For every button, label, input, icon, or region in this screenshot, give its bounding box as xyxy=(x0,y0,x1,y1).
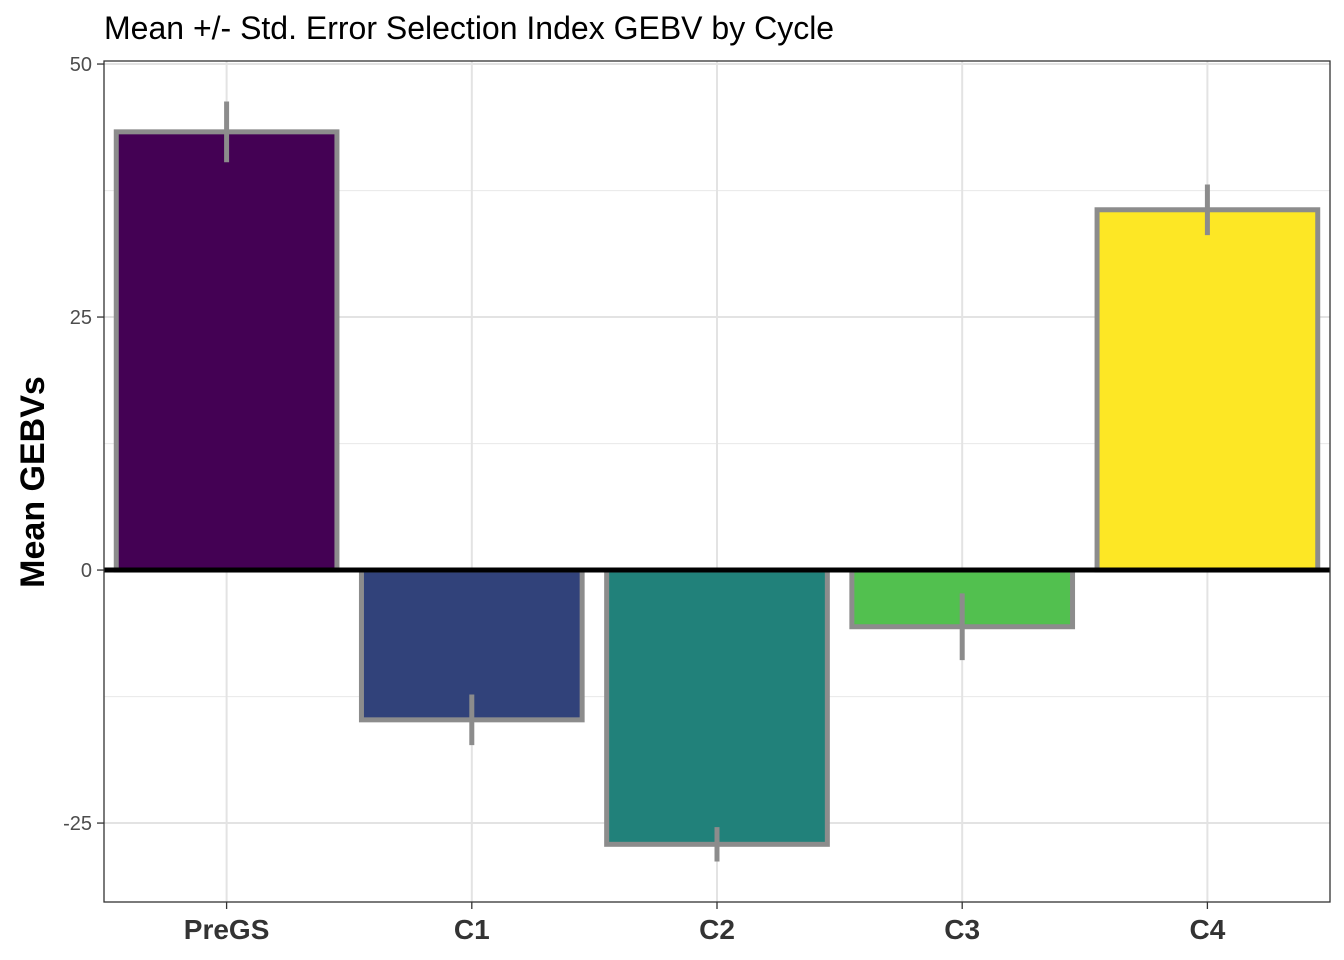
y-tick-label: 25 xyxy=(70,307,92,329)
bar-c2 xyxy=(604,567,830,847)
bar-pregs xyxy=(113,129,340,573)
x-tick-label: C4 xyxy=(1190,914,1226,945)
bars xyxy=(113,129,1321,847)
y-tick-label: 50 xyxy=(70,54,92,76)
error-bars xyxy=(224,101,1210,862)
x-tick-label: C3 xyxy=(944,914,980,945)
chart-title: Mean +/- Std. Error Selection Index GEBV… xyxy=(104,10,834,46)
y-axis: -25 0 25 50 xyxy=(63,54,104,835)
x-tick-label: PreGS xyxy=(184,914,270,945)
x-axis: PreGS C1 C2 C3 C4 xyxy=(184,902,1226,945)
y-tick-label: 0 xyxy=(81,560,92,582)
x-tick-label: C1 xyxy=(454,914,490,945)
x-tick-label: C2 xyxy=(699,914,735,945)
bar-c4 xyxy=(1094,207,1321,573)
y-tick-label: -25 xyxy=(63,813,92,835)
y-axis-label: Mean GEBVs xyxy=(14,376,52,588)
